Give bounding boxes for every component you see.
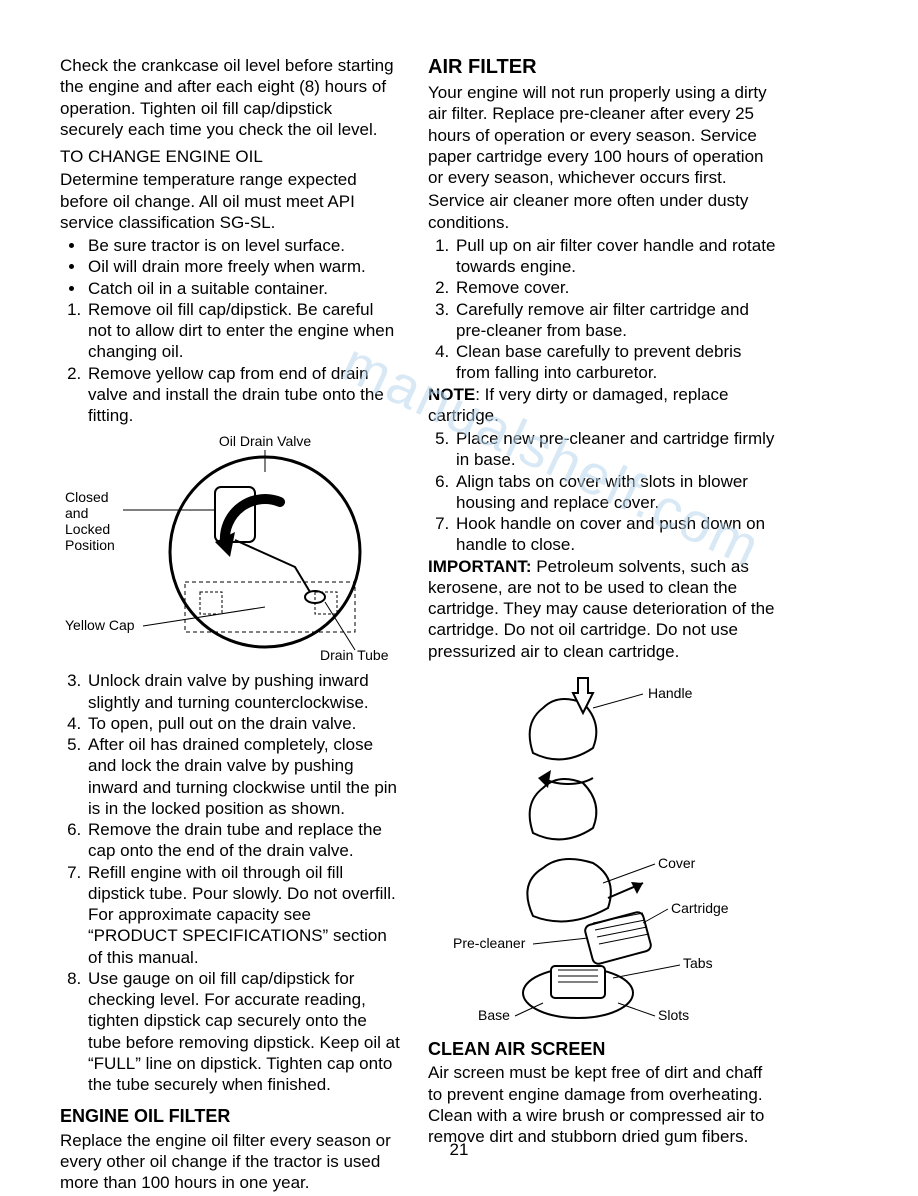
list-item: To open, pull out on the drain valve. xyxy=(86,713,400,734)
list-item: After oil has drained completely, close … xyxy=(86,734,400,819)
fig-label-slots: Slots xyxy=(658,1007,689,1023)
note-line: NOTE: If very dirty or damaged, replace … xyxy=(428,384,778,427)
right-column: AIR FILTER Your engine will not run prop… xyxy=(428,55,778,1196)
oil-steps-b: Unlock drain valve by pushing inward sli… xyxy=(60,670,400,1095)
air-filter-heading: AIR FILTER xyxy=(428,55,778,80)
page-number: 21 xyxy=(0,1139,918,1160)
fig-label-pre-cleaner: Pre-cleaner xyxy=(453,935,526,951)
left-column: Check the crankcase oil level before sta… xyxy=(60,55,400,1196)
list-item: Remove the drain tube and replace the ca… xyxy=(86,819,400,862)
oil-steps-a: Remove oil fill cap/dipstick. Be careful… xyxy=(60,299,400,427)
air-filter-dusty: Service air cleaner more often under dus… xyxy=(428,190,778,233)
list-item: Unlock drain valve by pushing inward sli… xyxy=(86,670,400,713)
list-item: Catch oil in a suitable container. xyxy=(86,278,400,299)
fig-label-and: and xyxy=(65,505,88,521)
list-item: Align tabs on cover with slots in blower… xyxy=(454,471,778,514)
air-filter-figure: Handle Cover Cartridge xyxy=(428,668,778,1028)
list-item: Remove yellow cap from end of drain valv… xyxy=(86,363,400,427)
fig-label-base: Base xyxy=(478,1007,510,1023)
note-label: NOTE xyxy=(428,385,475,404)
clean-air-heading: CLEAN AIR SCREEN xyxy=(428,1038,778,1061)
list-item: Carefully remove air filter cartridge an… xyxy=(454,299,778,342)
fig-label-locked: Locked xyxy=(65,521,110,537)
list-item: Hook handle on cover and push down on ha… xyxy=(454,513,778,556)
fig-label-handle: Handle xyxy=(648,685,693,701)
change-oil-heading: TO CHANGE ENGINE OIL xyxy=(60,146,400,167)
fig-label-tabs: Tabs xyxy=(683,955,713,971)
oil-drain-valve-figure: Oil Drain Valve Closed and Locked xyxy=(60,432,400,662)
fig-label-position: Position xyxy=(65,537,115,553)
change-oil-intro: Determine temperature range expected bef… xyxy=(60,169,400,233)
fig-label-cartridge: Cartridge xyxy=(671,900,729,916)
air-steps-a: Pull up on air filter cover handle and r… xyxy=(428,235,778,384)
oil-bullet-list: Be sure tractor is on level surface. Oil… xyxy=(60,235,400,299)
list-item: Refill engine with oil through oil fill … xyxy=(86,862,400,968)
list-item: Be sure tractor is on level surface. xyxy=(86,235,400,256)
list-item: Pull up on air filter cover handle and r… xyxy=(454,235,778,278)
important-label: IMPORTANT: xyxy=(428,557,532,576)
content-columns: Check the crankcase oil level before sta… xyxy=(60,55,858,1196)
fig-label-oil-drain-valve: Oil Drain Valve xyxy=(219,433,312,449)
oil-filter-heading: ENGINE OIL FILTER xyxy=(60,1105,400,1128)
list-item: Remove cover. xyxy=(454,277,778,298)
fig-label-closed: Closed xyxy=(65,489,109,505)
intro-paragraph: Check the crankcase oil level before sta… xyxy=(60,55,400,140)
fig-label-cover: Cover xyxy=(658,855,696,871)
fig-label-yellow-cap: Yellow Cap xyxy=(65,617,135,633)
list-item: Use gauge on oil fill cap/dipstick for c… xyxy=(86,968,400,1096)
important-line: IMPORTANT: Petroleum solvents, such as k… xyxy=(428,556,778,662)
list-item: Place new pre-cleaner and cartridge firm… xyxy=(454,428,778,471)
list-item: Remove oil fill cap/dipstick. Be careful… xyxy=(86,299,400,363)
list-item: Clean base carefully to prevent debris f… xyxy=(454,341,778,384)
air-steps-b: Place new pre-cleaner and cartridge firm… xyxy=(428,428,778,556)
clean-air-text: Air screen must be kept free of dirt and… xyxy=(428,1062,778,1147)
list-item: Oil will drain more freely when warm. xyxy=(86,256,400,277)
air-filter-intro: Your engine will not run properly using … xyxy=(428,82,778,188)
